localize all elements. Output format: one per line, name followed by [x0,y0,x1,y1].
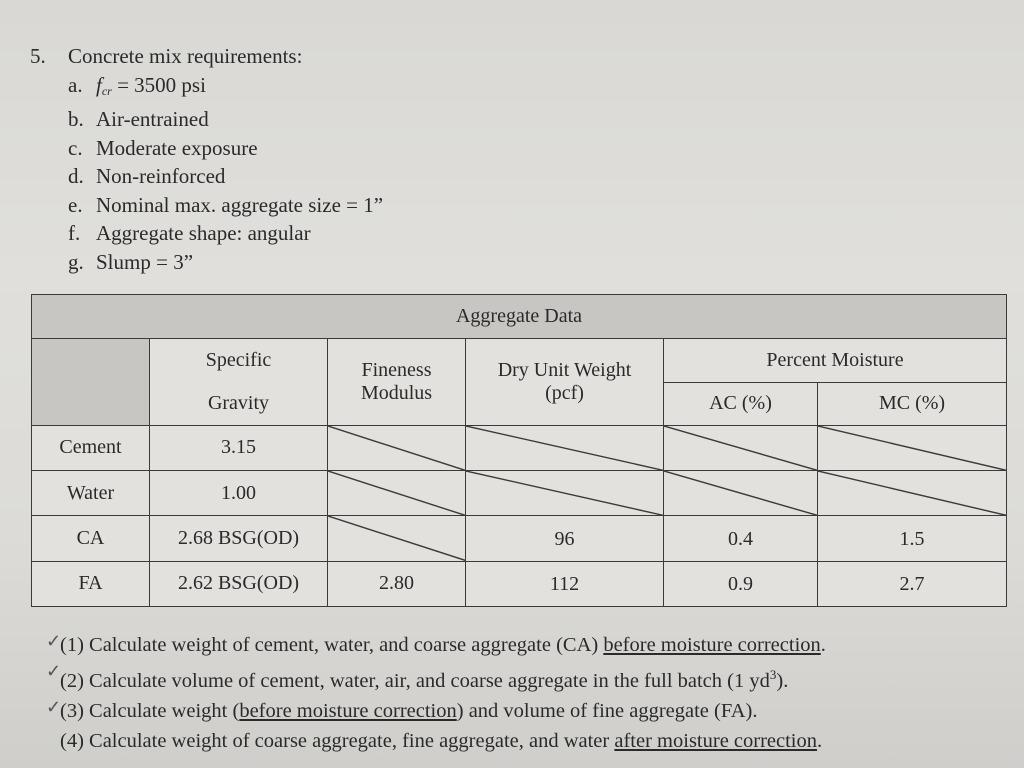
requirement-f: f. Aggregate shape: angular [68,221,311,245]
question-list: ✓ (1) Calculate weight of cement, water,… [46,630,1020,756]
header-mc: MC (%) [816,381,1008,426]
header-percent-moisture: Percent Moisture [662,338,1008,383]
requirements-list: a. fcr = 3500 psi b. Air-entrained c. Mo… [68,71,730,277]
requirement-a: a. fcr = 3500 psi [68,72,206,98]
cell-na [663,470,818,517]
header-blank [31,338,150,426]
table-row-ca: CA 2.68 BSG(OD) 96 0.4 1.5 [31,515,1008,562]
requirement-g: g. Slump = 3” [68,249,194,274]
cell-sg: 2.62 BSG(OD) [149,560,328,608]
cell-na [816,424,1008,472]
cell-na [816,470,1008,517]
header-ac: AC (%) [663,381,818,426]
cell-duw: 112 [465,560,664,608]
row-label: Cement [31,424,150,472]
question-4: (4) Calculate weight of coarse aggregate… [60,729,823,752]
cell-sg: 1.00 [149,470,328,517]
question-3: ✓ (3) Calculate weight (before moisture … [46,696,1020,726]
table-title: Aggregate Data [30,293,1008,340]
check-mark-icon: ✓ [46,661,62,681]
table-row-water: Water 1.00 [31,470,1008,517]
cell-mc: 2.7 [816,560,1008,608]
header-fineness-modulus: Fineness Modulus [327,338,466,426]
requirement-d: d. Non-reinforced [68,164,226,188]
cell-ac: 0.9 [663,560,818,608]
cell-na [465,470,664,517]
requirement-c: c. Moderate exposure [68,135,258,160]
cell-na [327,515,466,562]
cell-fm: 2.80 [327,560,466,608]
problem-number: 5. [30,44,46,68]
table-row-fa: FA 2.62 BSG(OD) 2.80 112 0.9 2.7 [31,560,1008,608]
cell-na [663,424,818,472]
cell-na [327,470,466,517]
problem-block: 5. Concrete mix requirements: a. fcr = 3… [30,42,730,276]
check-mark-icon: ✓ [46,631,62,651]
cell-duw: 96 [465,515,664,562]
aggregate-data-table: Aggregate Data Specific Gravity Fineness… [30,293,1008,608]
cell-ac: 0.4 [663,515,818,562]
row-label: Water [31,470,150,517]
cell-sg: 2.68 BSG(OD) [149,515,328,562]
check-mark-icon: ✓ [46,696,62,717]
cell-na [327,424,466,472]
row-label: CA [31,515,150,562]
requirement-b: b. Air-entrained [68,107,209,131]
problem-title: Concrete mix requirements: [68,44,303,68]
question-1: ✓ (1) Calculate weight of cement, water,… [46,630,1020,660]
row-label: FA [31,560,150,608]
header-dry-unit-weight: Dry Unit Weight (pcf) [465,338,664,426]
requirement-e: e. Nominal max. aggregate size = 1” [68,192,384,217]
cell-sg: 3.15 [149,424,328,472]
cell-na [465,424,664,472]
cell-mc: 1.5 [816,515,1008,562]
question-2: ✓ (2) Calculate volume of cement, water,… [46,660,1020,696]
table-row-cement: Cement 3.15 [31,424,1008,472]
header-specific-gravity: Specific Gravity [149,338,328,426]
